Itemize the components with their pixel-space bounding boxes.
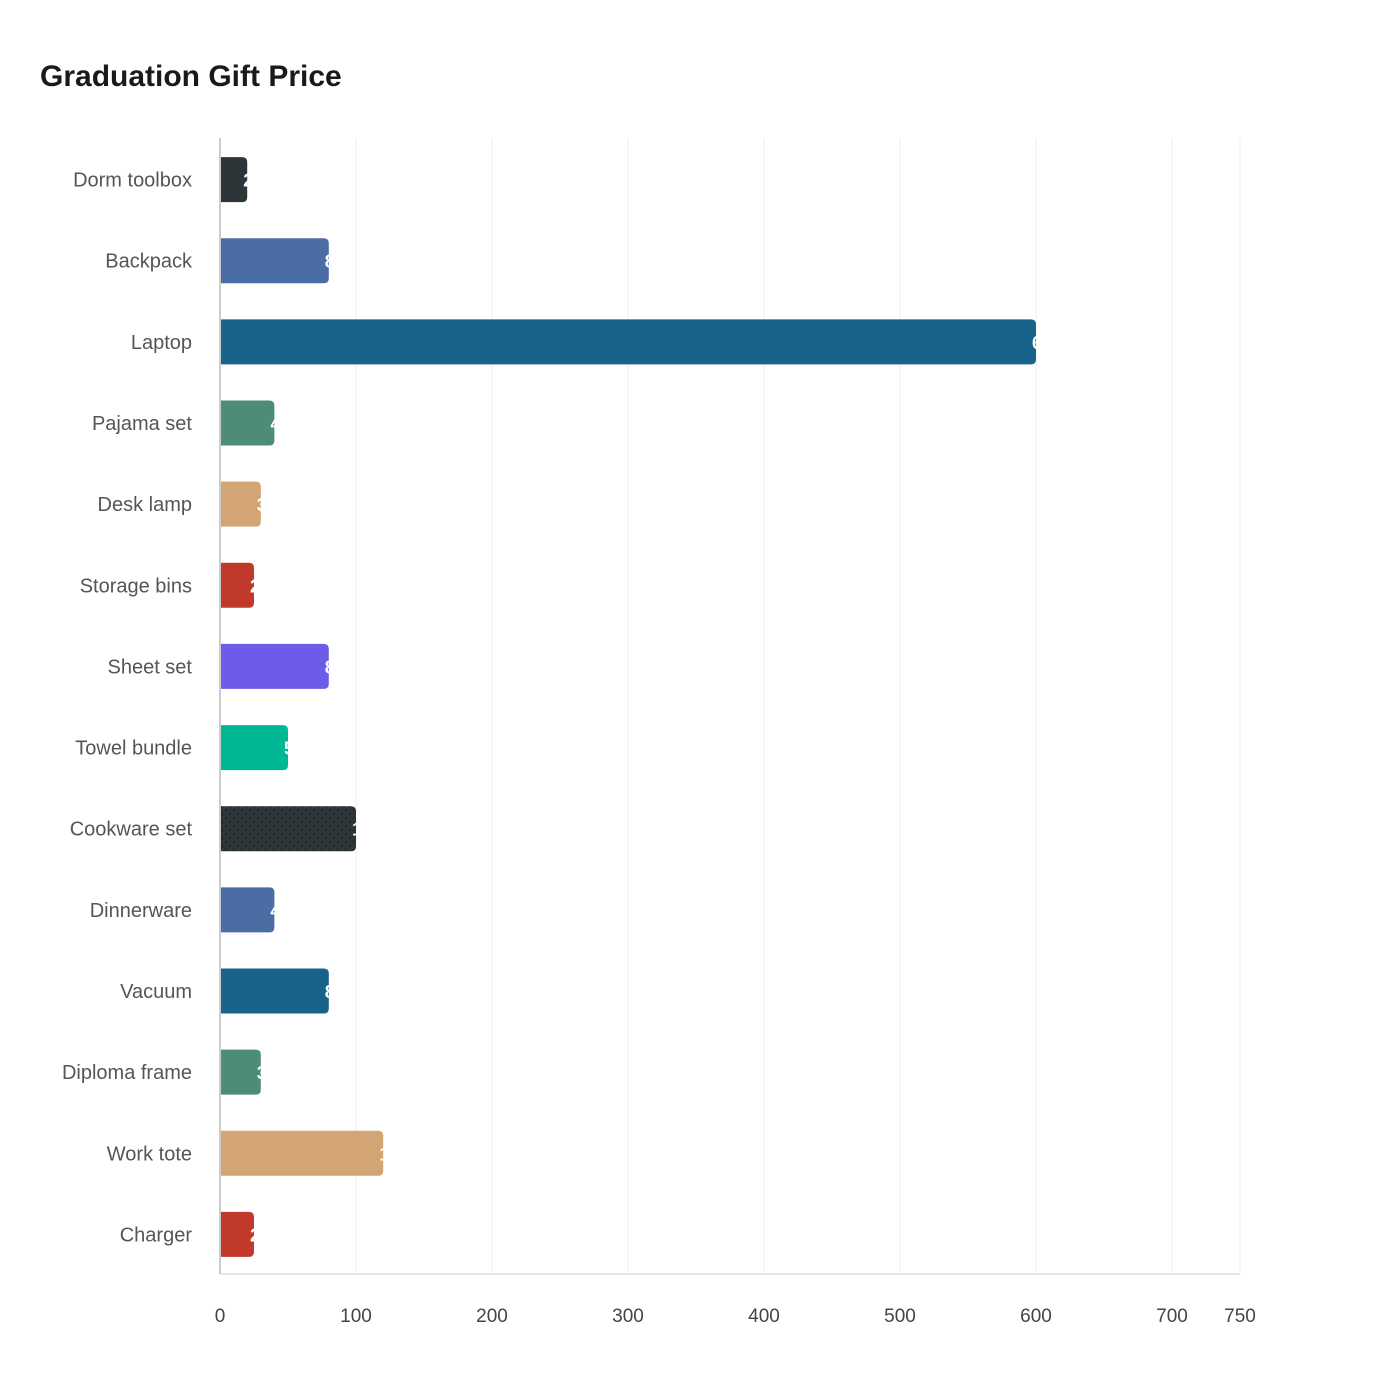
x-tick-label: 200 bbox=[476, 1306, 508, 1327]
category-label: Pajama set bbox=[92, 413, 192, 435]
bar-value-label: 80 bbox=[325, 982, 345, 1002]
bar bbox=[220, 562, 254, 608]
bar bbox=[220, 887, 275, 933]
bar-value-label: 120 bbox=[379, 1144, 409, 1164]
category-label: Vacuum bbox=[120, 981, 192, 1003]
x-tick-label: 400 bbox=[748, 1306, 780, 1327]
bar bbox=[220, 725, 288, 771]
x-tick-label: 700 bbox=[1156, 1306, 1188, 1327]
bar-value-label: 80 bbox=[325, 252, 345, 272]
bar bbox=[220, 643, 329, 689]
bar-value-label: 600 bbox=[1032, 333, 1062, 353]
category-label: Desk lamp bbox=[98, 494, 192, 516]
x-tick-label: 500 bbox=[884, 1306, 916, 1327]
bar-value-label: 30 bbox=[257, 1063, 277, 1083]
x-tick-label: 100 bbox=[340, 1306, 372, 1327]
bar-value-label: 100 bbox=[352, 820, 382, 840]
bar bbox=[220, 400, 275, 446]
x-tick-label: 750 bbox=[1224, 1306, 1256, 1327]
bar bbox=[220, 157, 248, 203]
category-label: Charger bbox=[120, 1224, 193, 1246]
x-tick-label: 600 bbox=[1020, 1306, 1052, 1327]
bar bbox=[220, 1049, 261, 1095]
category-label: Sheet set bbox=[107, 656, 192, 678]
chart-title: Graduation Gift Price bbox=[40, 60, 342, 93]
bar-value-label: 50 bbox=[284, 739, 304, 759]
bar bbox=[220, 968, 329, 1014]
category-label: Laptop bbox=[131, 332, 192, 354]
category-label: Backpack bbox=[105, 251, 193, 273]
category-label: Cookware set bbox=[70, 819, 193, 841]
bar bbox=[220, 238, 329, 284]
bar-pattern bbox=[220, 806, 354, 852]
bar-value-label: 40 bbox=[270, 901, 290, 921]
bar-value-label: 30 bbox=[257, 495, 277, 515]
x-tick-label: 300 bbox=[612, 1306, 644, 1327]
category-label: Storage bins bbox=[80, 575, 192, 597]
category-label: Diploma frame bbox=[62, 1062, 192, 1084]
bar bbox=[220, 481, 261, 527]
category-label: Dinnerware bbox=[90, 900, 192, 922]
category-label: Work tote bbox=[107, 1143, 192, 1165]
category-label: Towel bundle bbox=[75, 738, 192, 760]
bar-value-label: 20 bbox=[243, 171, 263, 191]
bar-value-label: 40 bbox=[270, 414, 290, 434]
category-label: Dorm toolbox bbox=[73, 170, 192, 192]
bar-value-label: 25 bbox=[250, 1225, 270, 1245]
x-tick-label: 0 bbox=[215, 1306, 226, 1327]
bar-value-label: 25 bbox=[250, 576, 270, 596]
bar bbox=[220, 1211, 254, 1257]
bar bbox=[220, 319, 1036, 365]
bar bbox=[220, 1130, 384, 1176]
bar-value-label: 80 bbox=[325, 657, 345, 677]
